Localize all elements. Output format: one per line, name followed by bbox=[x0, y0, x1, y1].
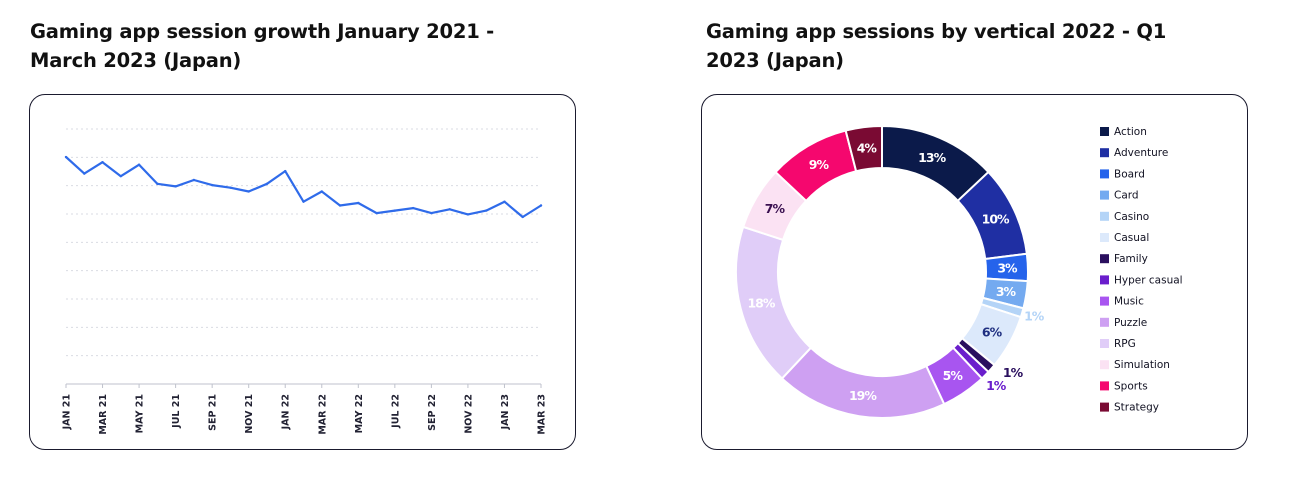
line-chart-card: JAN 21 MAR 21 MAY 21 JUL 21 SEP 21 NOV 21 JAN … bbox=[29, 94, 576, 450]
slice-label: 1% bbox=[986, 378, 1007, 393]
data-point bbox=[302, 200, 305, 203]
x-tick-label: MAY 22 bbox=[354, 394, 365, 433]
line-chart: JAN 21 MAR 21 MAY 21 JUL 21 SEP 21 NOV 21 JAN … bbox=[62, 128, 548, 435]
data-point bbox=[521, 215, 524, 219]
legend-swatch bbox=[1100, 317, 1109, 327]
slice-label: 10% bbox=[982, 211, 1010, 226]
legend-label: Music bbox=[1114, 296, 1144, 308]
legend-swatch bbox=[1100, 190, 1109, 200]
legend-label: Simulation bbox=[1114, 359, 1170, 371]
slice-puzzle bbox=[780, 346, 946, 419]
data-point bbox=[338, 204, 342, 207]
x-tick-label: MAR 21 bbox=[98, 394, 109, 435]
data-point bbox=[156, 182, 159, 186]
data-point bbox=[229, 186, 232, 189]
slice-label: 1% bbox=[1003, 365, 1024, 380]
slice-label: 4% bbox=[857, 140, 878, 155]
donut-chart-title: Gaming app sessions by vertical 2022 - Q… bbox=[706, 20, 1167, 72]
x-tick-label: NOV 22 bbox=[463, 394, 474, 434]
data-point bbox=[484, 209, 488, 212]
legend-label: Card bbox=[1114, 190, 1139, 202]
legend-label: Board bbox=[1114, 168, 1145, 180]
legend-swatch bbox=[1100, 402, 1109, 412]
x-tick-label: JAN 22 bbox=[281, 394, 292, 430]
x-tick-label: SEP 21 bbox=[208, 394, 219, 431]
data-point bbox=[430, 211, 433, 215]
x-tick-label: MAY 21 bbox=[135, 394, 146, 433]
legend-swatch bbox=[1100, 211, 1109, 221]
x-tick-label: NOV 21 bbox=[244, 394, 255, 434]
data-point bbox=[539, 204, 543, 207]
legend-label: Casual bbox=[1114, 232, 1149, 244]
legend-label: RPG bbox=[1114, 338, 1136, 350]
data-point bbox=[174, 185, 177, 188]
legend-swatch bbox=[1100, 339, 1109, 348]
legend-label: Action bbox=[1114, 126, 1147, 138]
series-line bbox=[64, 155, 543, 219]
slice-label: 19% bbox=[849, 388, 877, 403]
slice-label: 6% bbox=[982, 325, 1003, 340]
legend-label: Family bbox=[1114, 253, 1148, 265]
data-point bbox=[210, 183, 214, 187]
data-point bbox=[265, 182, 269, 186]
legend-swatch bbox=[1100, 254, 1109, 264]
x-tick-label: JUL 21 bbox=[171, 394, 182, 429]
data-point bbox=[357, 201, 360, 205]
x-tick-label: JAN 23 bbox=[500, 394, 511, 430]
data-point bbox=[247, 190, 250, 193]
slice-strategy bbox=[844, 124, 883, 173]
legend-swatch bbox=[1100, 233, 1109, 242]
data-point bbox=[466, 213, 470, 216]
data-point bbox=[393, 209, 397, 212]
slice-label: 18% bbox=[747, 296, 775, 311]
legend-swatch bbox=[1100, 127, 1109, 136]
slice-label: 1% bbox=[1024, 309, 1045, 324]
legend-swatch bbox=[1100, 169, 1109, 179]
x-tick-label: MAR 22 bbox=[317, 394, 328, 435]
data-point bbox=[375, 211, 378, 215]
data-point bbox=[411, 206, 415, 210]
legend-label: Puzzle bbox=[1114, 317, 1147, 329]
donut-chart-card: 13% 10% 3% 3% 1% 6% 1% 1% 5% 19% 18% 7% 9% 4% Action Ad… bbox=[701, 94, 1248, 450]
data-point bbox=[64, 155, 68, 159]
data-point bbox=[119, 174, 123, 178]
data-point bbox=[192, 178, 196, 182]
data-point bbox=[284, 169, 287, 173]
slice-label: 9% bbox=[809, 157, 830, 172]
slice-label: 3% bbox=[996, 284, 1017, 299]
data-point bbox=[503, 200, 506, 203]
x-tick-label: JUL 22 bbox=[390, 394, 401, 429]
slice-label: 13% bbox=[918, 150, 946, 165]
legend-swatch bbox=[1100, 381, 1109, 391]
x-tick-label: JAN 21 bbox=[62, 394, 73, 430]
data-point bbox=[448, 208, 451, 211]
donut-chart: 13%10%3%3%1%6%1%1%5%19%18%7%9%4%ActionAd… bbox=[735, 124, 1183, 419]
legend-label: Sports bbox=[1114, 380, 1148, 392]
legend-swatch bbox=[1100, 360, 1109, 370]
legend-swatch bbox=[1100, 275, 1109, 285]
data-point bbox=[83, 172, 86, 175]
legend-label: Casino bbox=[1114, 211, 1149, 223]
data-point bbox=[101, 160, 104, 164]
line-chart-title: Gaming app session growth January 2021 -… bbox=[30, 20, 495, 72]
legend-label: Hyper casual bbox=[1114, 274, 1183, 286]
data-point bbox=[137, 163, 141, 166]
legend-label: Adventure bbox=[1114, 147, 1168, 159]
slice-label: 7% bbox=[765, 201, 786, 216]
x-tick-label: SEP 22 bbox=[427, 394, 438, 431]
slice-label: 3% bbox=[997, 261, 1018, 276]
legend-label: Strategy bbox=[1114, 402, 1159, 414]
slice-label: 5% bbox=[943, 368, 964, 383]
x-tick-label: MAR 23 bbox=[537, 394, 548, 435]
data-point bbox=[320, 190, 323, 193]
legend-swatch bbox=[1100, 148, 1109, 158]
legend-swatch bbox=[1100, 296, 1109, 306]
